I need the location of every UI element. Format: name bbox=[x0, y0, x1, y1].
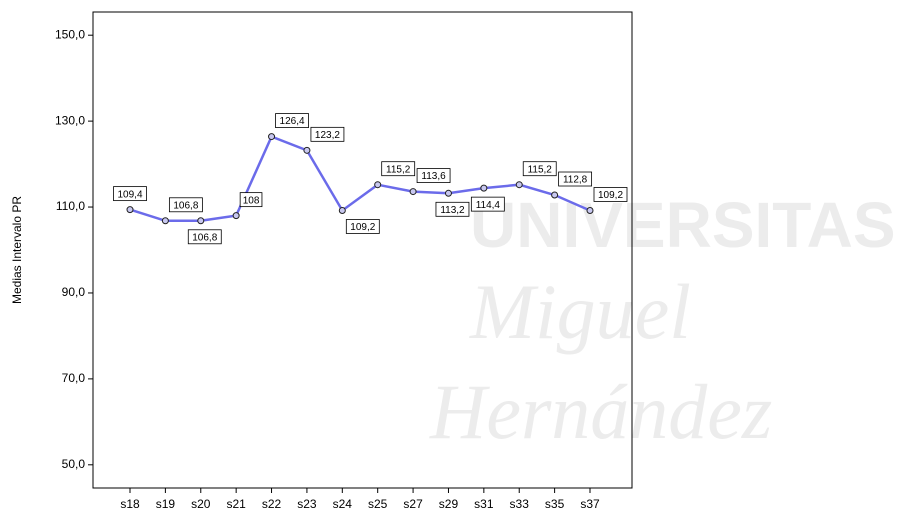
data-point bbox=[197, 217, 205, 225]
value-label: 109,2 bbox=[598, 190, 623, 201]
value-label-box bbox=[593, 187, 628, 202]
y-tick-label: 150,0 bbox=[55, 27, 85, 41]
value-label-box bbox=[168, 197, 203, 213]
value-label: 113,2 bbox=[440, 205, 465, 216]
data-point bbox=[551, 191, 559, 199]
value-label: 109,4 bbox=[117, 189, 142, 200]
data-point bbox=[409, 188, 417, 196]
y-tick-label: 130,0 bbox=[55, 113, 85, 127]
x-tick-label: s33 bbox=[510, 497, 530, 511]
y-tick-label: 110,0 bbox=[56, 199, 85, 213]
data-point bbox=[515, 181, 523, 189]
value-label: 114,4 bbox=[476, 200, 501, 211]
data-point bbox=[338, 206, 346, 214]
x-tick-label: s31 bbox=[474, 497, 494, 511]
x-tick-label: s29 bbox=[439, 497, 459, 511]
value-label-box bbox=[239, 192, 263, 208]
value-label-box bbox=[381, 161, 416, 177]
value-label-box bbox=[470, 196, 505, 212]
x-tick-label: s23 bbox=[297, 497, 317, 511]
x-tick-label: s35 bbox=[545, 497, 565, 511]
x-tick-label: s22 bbox=[262, 497, 282, 511]
value-label: 113,6 bbox=[421, 171, 446, 182]
value-label-box bbox=[416, 168, 451, 183]
value-label-box bbox=[310, 126, 345, 142]
x-tick-label: s25 bbox=[368, 497, 388, 511]
value-label: 112,8 bbox=[563, 175, 588, 186]
value-label-box bbox=[187, 229, 222, 245]
data-point bbox=[268, 133, 276, 141]
y-tick-label: 50,0 bbox=[62, 457, 86, 471]
y-tick-label: 90,0 bbox=[62, 285, 86, 299]
watermark: Miguel bbox=[469, 268, 691, 355]
x-tick-label: s20 bbox=[191, 497, 211, 511]
data-point bbox=[480, 184, 488, 192]
watermark: UNIVERSITAS bbox=[470, 189, 896, 261]
x-tick-label: s18 bbox=[120, 497, 140, 511]
value-label: 106,8 bbox=[173, 200, 198, 211]
data-point bbox=[444, 189, 452, 197]
watermark: Hernández bbox=[429, 368, 772, 455]
plot-frame bbox=[92, 11, 633, 489]
series-line bbox=[129, 134, 591, 223]
y-tick-label: 70,0 bbox=[62, 371, 86, 385]
data-point bbox=[126, 206, 134, 214]
value-label: 115,2 bbox=[386, 164, 411, 175]
x-tick-label: s27 bbox=[403, 497, 423, 511]
data-point bbox=[374, 181, 382, 189]
value-label-box bbox=[435, 201, 470, 217]
data-point bbox=[161, 217, 169, 225]
data-point bbox=[586, 206, 594, 214]
y-axis-label: Medias Intervalo PR bbox=[10, 196, 24, 304]
value-label-box bbox=[345, 219, 380, 234]
value-label-box bbox=[275, 113, 309, 128]
x-tick-label: s19 bbox=[156, 497, 176, 511]
value-label: 109,2 bbox=[350, 222, 375, 233]
data-point bbox=[232, 212, 240, 220]
value-label: 108 bbox=[243, 195, 260, 206]
x-tick-label: s21 bbox=[226, 497, 246, 511]
value-label-box bbox=[522, 161, 557, 177]
value-label-box bbox=[558, 171, 593, 187]
value-label: 106,8 bbox=[192, 232, 217, 243]
value-label: 126,4 bbox=[280, 116, 305, 127]
x-tick-label: s24 bbox=[333, 497, 353, 511]
value-label-box bbox=[113, 186, 147, 202]
value-label: 115,2 bbox=[528, 164, 553, 175]
data-point bbox=[303, 146, 311, 154]
x-tick-label: s37 bbox=[580, 497, 600, 511]
value-label: 123,2 bbox=[315, 130, 340, 141]
